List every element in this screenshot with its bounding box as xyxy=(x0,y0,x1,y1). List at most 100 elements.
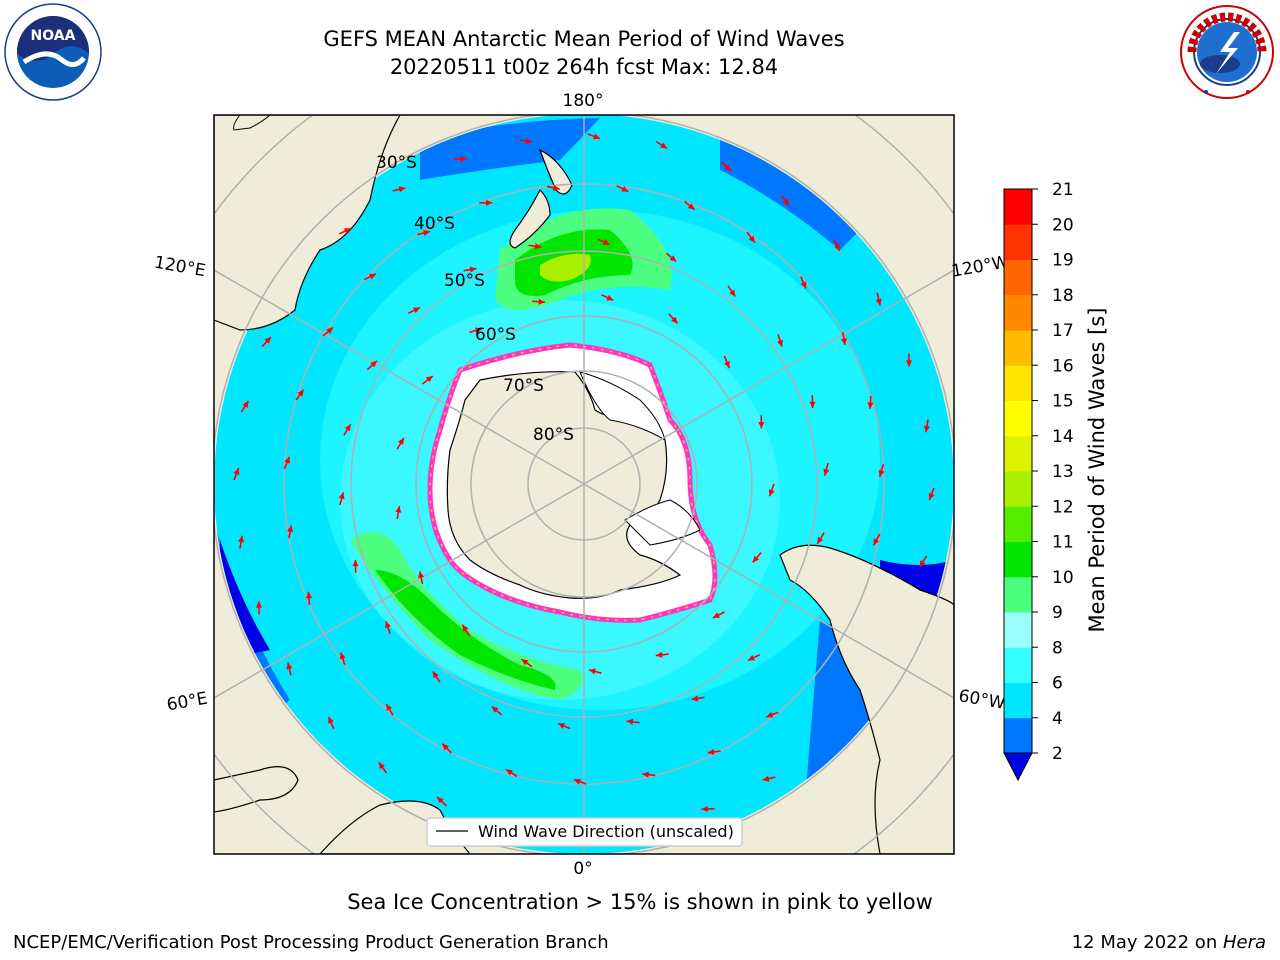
colorbar-tick-label: 14 xyxy=(1052,427,1074,447)
land-australia xyxy=(214,115,401,331)
colorbar-segment xyxy=(1004,435,1032,472)
wind-vector-head xyxy=(469,266,477,273)
wind-vector-head xyxy=(395,506,402,513)
wind-vector-head xyxy=(783,198,790,206)
chart-title: GEFS MEAN Antarctic Mean Period of Wind … xyxy=(323,27,845,51)
map-frame xyxy=(213,114,955,855)
wind-vector-head xyxy=(642,771,649,778)
wind-vector-head xyxy=(525,138,533,145)
wind-vector-head xyxy=(747,654,755,661)
wind-vector-head xyxy=(687,203,695,210)
wind-vector-head xyxy=(423,230,430,236)
wind-vector-head xyxy=(328,716,334,724)
wind-vector-head xyxy=(344,228,352,234)
lon-label-120w: 120°W xyxy=(950,252,1011,282)
colorbar-tick-label: 15 xyxy=(1052,392,1074,412)
colorbar-segment xyxy=(1004,717,1032,754)
wind-vector-head xyxy=(712,612,720,619)
wind-vector-head xyxy=(442,743,449,751)
colorbar-segment xyxy=(1004,576,1032,613)
wind-vector-head xyxy=(338,492,345,500)
wind-vector-head xyxy=(729,289,736,297)
lat-label-70s: 70°S xyxy=(503,376,544,396)
wind-vector-head xyxy=(875,298,882,306)
wind-vector-head xyxy=(242,400,249,408)
wind-vector-head xyxy=(660,142,668,149)
wind-vector-head xyxy=(923,425,930,433)
colorbar-segment xyxy=(1004,259,1032,296)
colorbar-segment xyxy=(1004,294,1032,331)
wind-vector-head xyxy=(297,389,304,397)
wind-vector-head xyxy=(264,337,272,344)
wind-vector-head xyxy=(928,493,935,500)
wind-vector-head xyxy=(538,298,545,305)
footer-machine: Hera xyxy=(1222,932,1266,953)
land-south-america xyxy=(779,544,954,854)
wind-vector-head xyxy=(758,422,765,429)
land-new-zealand-south xyxy=(509,188,551,249)
wind-vector-head xyxy=(817,536,824,544)
colorbar-segment xyxy=(1004,471,1032,507)
footer-credit: NCEP/EMC/Verification Post Processing Pr… xyxy=(13,932,609,953)
colorbar-tick-label: 8 xyxy=(1052,638,1063,658)
land-madagascar xyxy=(214,766,299,813)
wind-vector-head xyxy=(344,424,351,432)
wind-vector-head xyxy=(460,155,467,163)
colorbar-segment xyxy=(1004,506,1032,542)
wind-vector-head xyxy=(255,601,263,608)
wind-vector-head xyxy=(621,186,629,192)
colorbar-tick-label: 11 xyxy=(1052,533,1074,553)
wind-vector-head xyxy=(588,668,596,675)
lat-label-40s: 40°S xyxy=(414,214,455,234)
wind-vector-head xyxy=(534,243,542,250)
wind-vector-head xyxy=(602,239,610,245)
wind-vector-head xyxy=(352,559,359,567)
colorbar-segment xyxy=(1004,330,1032,366)
wind-vector-head xyxy=(724,361,730,369)
colorbar-extend-triangle xyxy=(1003,752,1033,782)
colorbar-tick-label: 6 xyxy=(1052,674,1063,694)
lon-label-60w: 60°W xyxy=(957,686,1007,714)
wind-vector-head xyxy=(398,437,404,445)
colorbar-segment xyxy=(1004,612,1032,648)
colorbar-segment xyxy=(1004,400,1032,437)
wind-vector-head xyxy=(486,199,493,206)
wind-vector-head xyxy=(834,244,840,252)
lon-label-0: 0° xyxy=(573,859,592,879)
wind-vector-head xyxy=(233,468,240,475)
colorbar-segment xyxy=(1004,189,1032,225)
colorbar-tick-label: 21 xyxy=(1052,180,1074,200)
colorbar-segment xyxy=(1004,541,1032,578)
wind-vector-head xyxy=(593,133,600,140)
wind-vector-head xyxy=(606,294,614,301)
wind-vector-head xyxy=(305,591,313,599)
wind-vector-head xyxy=(905,360,913,367)
wind-vector-head xyxy=(418,571,425,579)
wind-vector-head xyxy=(724,164,731,172)
wind-vector-head xyxy=(671,316,678,324)
colorbar-tick-label: 2 xyxy=(1052,744,1063,764)
wind-vector-head xyxy=(370,360,377,368)
wind-vector-head xyxy=(368,273,376,280)
colorbar: 2 4 6 8 9 10 11 12 13 14 15 16 17 18 19 20 21 xyxy=(1003,180,1074,782)
colorbar-tick-label: 18 xyxy=(1052,286,1074,306)
colorbar-tick-label: 4 xyxy=(1052,709,1063,729)
wind-vector-head xyxy=(462,624,469,632)
wind-vector-head xyxy=(238,535,245,543)
wind-vector-head xyxy=(777,339,783,347)
wind-wave-direction-vectors xyxy=(233,133,935,835)
wind-vector-head xyxy=(867,402,874,409)
wind-vector-head xyxy=(878,469,885,477)
wind-vector-head xyxy=(425,375,433,383)
wind-vector-head xyxy=(752,555,760,563)
wind-vector-head xyxy=(286,662,293,670)
wind-vector-head xyxy=(626,718,634,725)
wind-vector-head xyxy=(413,307,421,314)
wind-vector-head xyxy=(768,489,775,497)
legend-label: Wind Wave Direction (unscaled) xyxy=(478,822,734,841)
colorbar-tick-label: 12 xyxy=(1052,497,1074,517)
noaa-logo: NOAA xyxy=(2,2,104,102)
chart-subtitle: 20220511 t00z 264h fcst Max: 12.84 xyxy=(389,55,779,79)
wind-vector-head xyxy=(669,255,677,262)
